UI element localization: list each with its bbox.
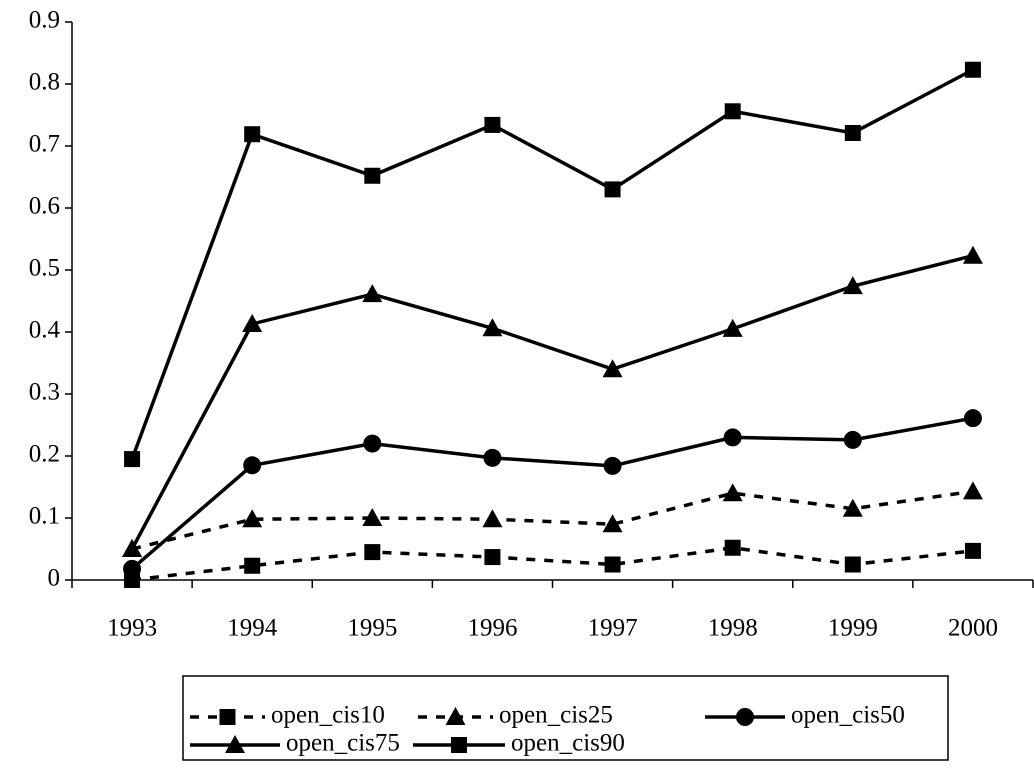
data-point: [604, 181, 621, 198]
data-point: [122, 539, 143, 557]
x-tick-label: 1993: [107, 615, 157, 642]
x-tick-label: 1997: [588, 615, 638, 642]
series-line: [131, 489, 974, 551]
y-tick-label: 0.6: [29, 193, 60, 220]
series-line: [130, 416, 974, 571]
data-point: [724, 539, 741, 556]
data-point: [964, 542, 981, 559]
data-point: [363, 434, 382, 453]
legend-label: open_cis50: [791, 702, 905, 729]
y-tick-label: 0.1: [29, 503, 60, 530]
data-point: [242, 509, 263, 528]
data-point: [722, 483, 743, 502]
data-point: [964, 61, 981, 78]
y-tick-label: 0.4: [29, 317, 61, 344]
data-point: [244, 126, 261, 143]
legend-marker: [451, 737, 467, 753]
data-point: [123, 559, 142, 578]
data-point: [483, 448, 502, 467]
y-tick-label: 0.7: [29, 131, 60, 158]
data-point: [364, 544, 381, 561]
data-point: [244, 557, 261, 574]
y-tick-label: 0.2: [29, 441, 60, 468]
data-point: [844, 124, 861, 141]
x-tick-label: 1995: [347, 615, 397, 642]
data-point: [482, 318, 503, 337]
legend-marker: [225, 735, 245, 753]
data-point: [243, 456, 262, 475]
y-tick-label: 0: [48, 565, 61, 592]
x-tick-label: 1994: [227, 615, 278, 642]
data-point: [482, 509, 503, 528]
legend-box: [182, 675, 949, 761]
y-tick-label: 0.8: [29, 69, 60, 96]
series-line: [130, 68, 974, 460]
x-tick-label: 1996: [467, 615, 517, 642]
legend-marker: [445, 707, 466, 725]
legend-marker: [736, 708, 754, 726]
data-point: [722, 318, 743, 337]
x-tick-label: 2000: [948, 615, 998, 642]
data-point: [124, 451, 141, 468]
x-tick-label: 1999: [828, 615, 878, 642]
series-line: [131, 545, 974, 582]
legend-label: open_cis10: [271, 702, 385, 729]
data-point: [844, 556, 861, 573]
data-point: [843, 430, 862, 449]
data-point: [484, 549, 501, 566]
series-line: [130, 254, 974, 550]
data-point: [604, 556, 621, 573]
data-point: [484, 116, 501, 133]
data-point: [723, 428, 742, 447]
data-point: [962, 481, 983, 500]
data-point: [364, 167, 381, 184]
data-point: [724, 103, 741, 120]
data-point: [963, 409, 982, 428]
legend-label: open_cis25: [499, 702, 613, 729]
data-point: [602, 514, 623, 533]
data-point: [603, 456, 622, 475]
data-point: [362, 284, 383, 303]
data-point: [842, 276, 863, 295]
x-tick-label: 1998: [708, 615, 758, 642]
data-point: [602, 359, 623, 378]
y-tick-label: 0.9: [29, 7, 60, 34]
legend-label: open_cis75: [286, 730, 400, 757]
data-point: [362, 508, 383, 526]
legend-label: open_cis90: [511, 730, 625, 757]
y-tick-label: 0.5: [29, 255, 60, 282]
y-tick-label: 0.3: [29, 379, 60, 406]
data-point: [842, 498, 863, 517]
data-point: [242, 313, 263, 332]
legend-marker: [219, 709, 236, 725]
data-point: [962, 245, 983, 264]
